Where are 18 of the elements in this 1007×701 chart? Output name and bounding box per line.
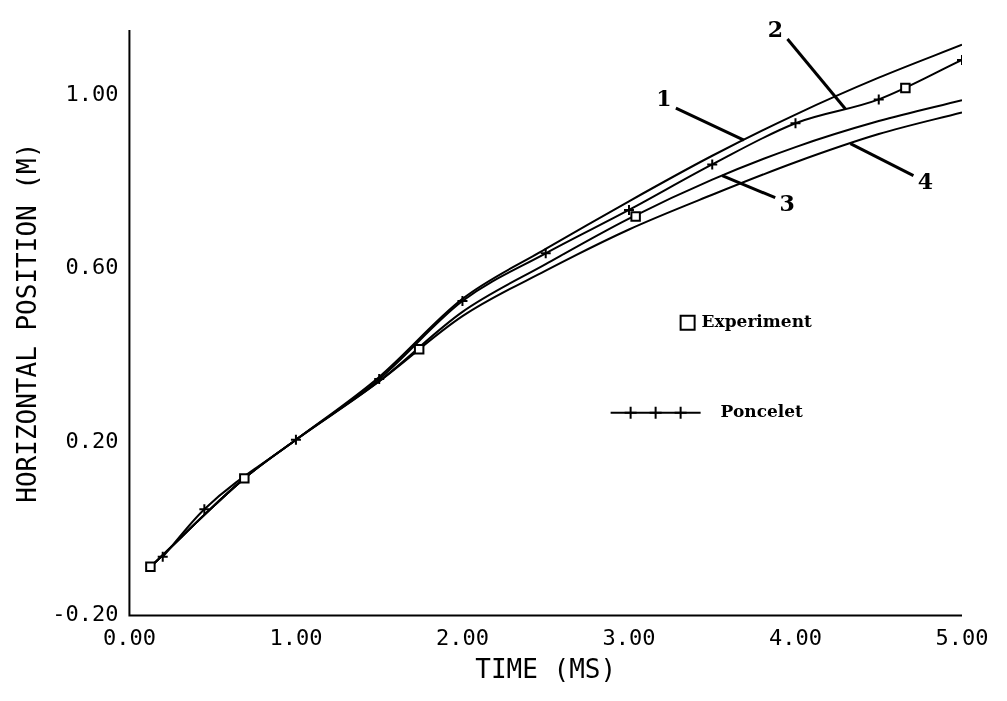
x-tick-label: 3.00 bbox=[602, 625, 656, 651]
legend-label: Experiment bbox=[701, 311, 812, 332]
x-tick-label: 2.00 bbox=[435, 625, 489, 651]
x-tick-label: 5.00 bbox=[935, 625, 989, 651]
x-tick-label: 0.00 bbox=[102, 625, 156, 651]
x-axis-title: TIME (MS) bbox=[475, 654, 617, 685]
y-tick-label: 0.60 bbox=[65, 254, 119, 280]
x-tick-label: 1.00 bbox=[269, 625, 323, 651]
annotation: 2 bbox=[767, 15, 784, 42]
y-tick-label: 1.00 bbox=[65, 80, 119, 106]
y-tick-label: 0.20 bbox=[65, 427, 119, 453]
annotation: 3 bbox=[779, 190, 795, 217]
y-tick-label: -0.20 bbox=[52, 601, 119, 627]
annotation: 1 bbox=[656, 84, 672, 111]
annotation: 4 bbox=[917, 168, 934, 195]
legend-label: Poncelet bbox=[720, 401, 804, 422]
x-tick-label: 4.00 bbox=[768, 625, 822, 651]
y-axis-title: HORIZONTAL POSITION (M) bbox=[12, 142, 43, 503]
